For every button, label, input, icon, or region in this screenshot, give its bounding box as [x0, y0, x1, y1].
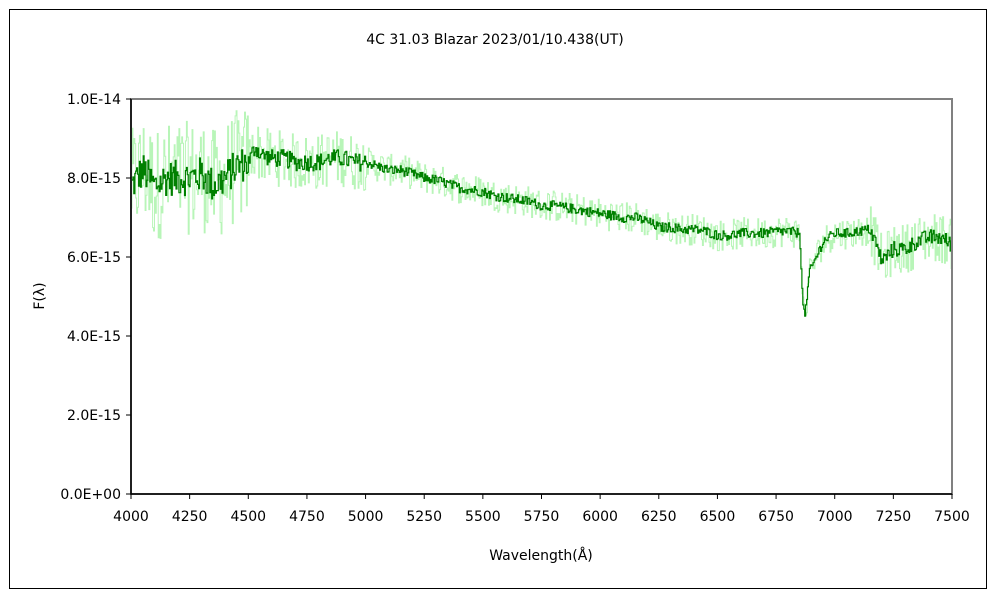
chart-frame [9, 9, 987, 589]
x-tick-label: 7000 [817, 509, 853, 525]
x-tick-label: 4250 [172, 509, 208, 525]
x-tick-label: 7500 [934, 509, 970, 525]
smoothed-spectrum-line [131, 146, 953, 317]
x-tick-label: 5750 [524, 509, 560, 525]
y-tick-label: 6.0E-15 [67, 250, 121, 266]
x-tick-label: 4000 [113, 509, 149, 525]
y-tick-label: 2.0E-15 [67, 408, 121, 424]
y-tick-label: 4.0E-15 [67, 329, 121, 345]
x-axis-label: Wavelength(Å) [489, 547, 593, 564]
x-tick-label: 4750 [289, 509, 325, 525]
x-tick-label: 6250 [641, 509, 677, 525]
x-tick-label: 6000 [582, 509, 618, 525]
x-tick-label: 7250 [876, 509, 912, 525]
x-tick-label: 6500 [700, 509, 736, 525]
y-axis-label: F(λ) [32, 282, 48, 309]
x-tick-label: 4500 [230, 509, 266, 525]
y-tick-label: 8.0E-15 [67, 171, 121, 187]
raw-spectrum-line [131, 110, 953, 316]
chart-title: 4C 31.03 Blazar 2023/01/10.438(UT) [366, 32, 623, 48]
x-tick-label: 5500 [465, 509, 501, 525]
x-tick-label: 6750 [758, 509, 794, 525]
x-tick-label: 5250 [406, 509, 442, 525]
y-tick-label: 0.0E+00 [60, 487, 121, 503]
plot-border [130, 98, 953, 495]
y-tick-label: 1.0E-14 [67, 92, 121, 108]
x-tick-label: 5000 [348, 509, 384, 525]
